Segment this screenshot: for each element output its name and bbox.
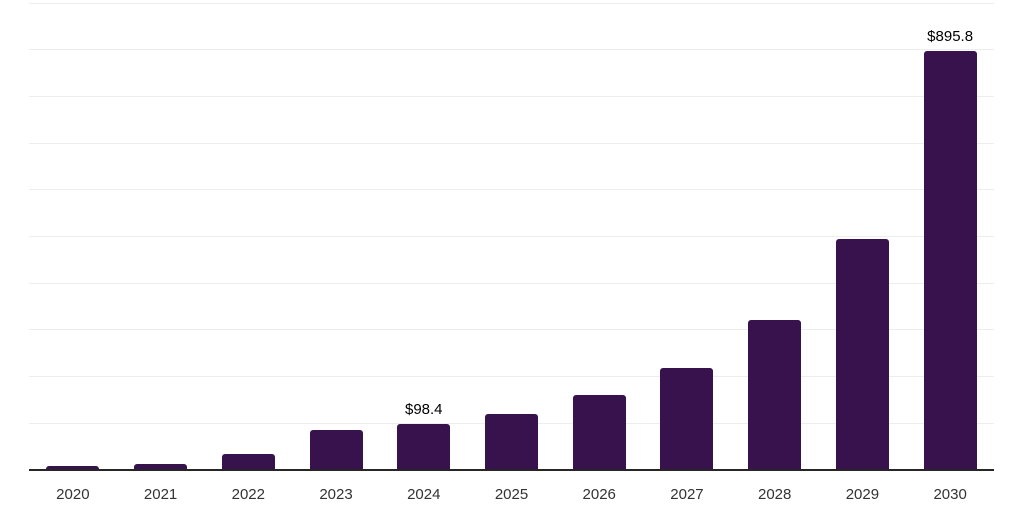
bar-2030[interactable] bbox=[923, 51, 977, 470]
bar-2023[interactable] bbox=[309, 430, 363, 470]
gridline bbox=[29, 376, 994, 378]
x-tick-label-2020: 2020 bbox=[56, 486, 90, 503]
x-tick-label-2027: 2027 bbox=[670, 486, 704, 503]
gridline bbox=[29, 49, 994, 51]
x-tick-label-2023: 2023 bbox=[319, 486, 353, 503]
bar-2026[interactable] bbox=[572, 395, 626, 470]
x-tick-label-2024: 2024 bbox=[407, 486, 441, 503]
bar-2025[interactable] bbox=[485, 413, 538, 470]
bar-2022[interactable] bbox=[221, 454, 275, 470]
gridline bbox=[29, 189, 994, 191]
gridline bbox=[29, 329, 994, 331]
gridline bbox=[29, 2, 994, 4]
x-tick-label-2025: 2025 bbox=[494, 486, 529, 503]
x-tick-label-2021: 2021 bbox=[143, 486, 178, 503]
x-tick-label-2022: 2022 bbox=[231, 486, 265, 503]
x-tick-label-2028: 2028 bbox=[757, 486, 792, 503]
bar-2029[interactable] bbox=[835, 239, 889, 470]
gridline bbox=[29, 95, 994, 97]
gridline bbox=[29, 282, 994, 284]
x-tick-label-2029: 2029 bbox=[845, 486, 880, 503]
x-tick-label-2026: 2026 bbox=[582, 486, 616, 503]
bar-2027[interactable] bbox=[660, 368, 714, 470]
bar-2020[interactable] bbox=[46, 466, 100, 470]
x-axis-line bbox=[29, 468, 994, 471]
gridline bbox=[29, 142, 994, 144]
bar-2024[interactable] bbox=[397, 423, 451, 470]
gridline bbox=[29, 236, 994, 237]
x-tick-label-2030: 2030 bbox=[933, 486, 967, 503]
bar-2021[interactable] bbox=[134, 463, 188, 470]
value-label-2030: $895.8 bbox=[927, 28, 974, 46]
value-label-2024: $98.4 bbox=[404, 400, 443, 418]
bar-2028[interactable] bbox=[748, 320, 802, 470]
